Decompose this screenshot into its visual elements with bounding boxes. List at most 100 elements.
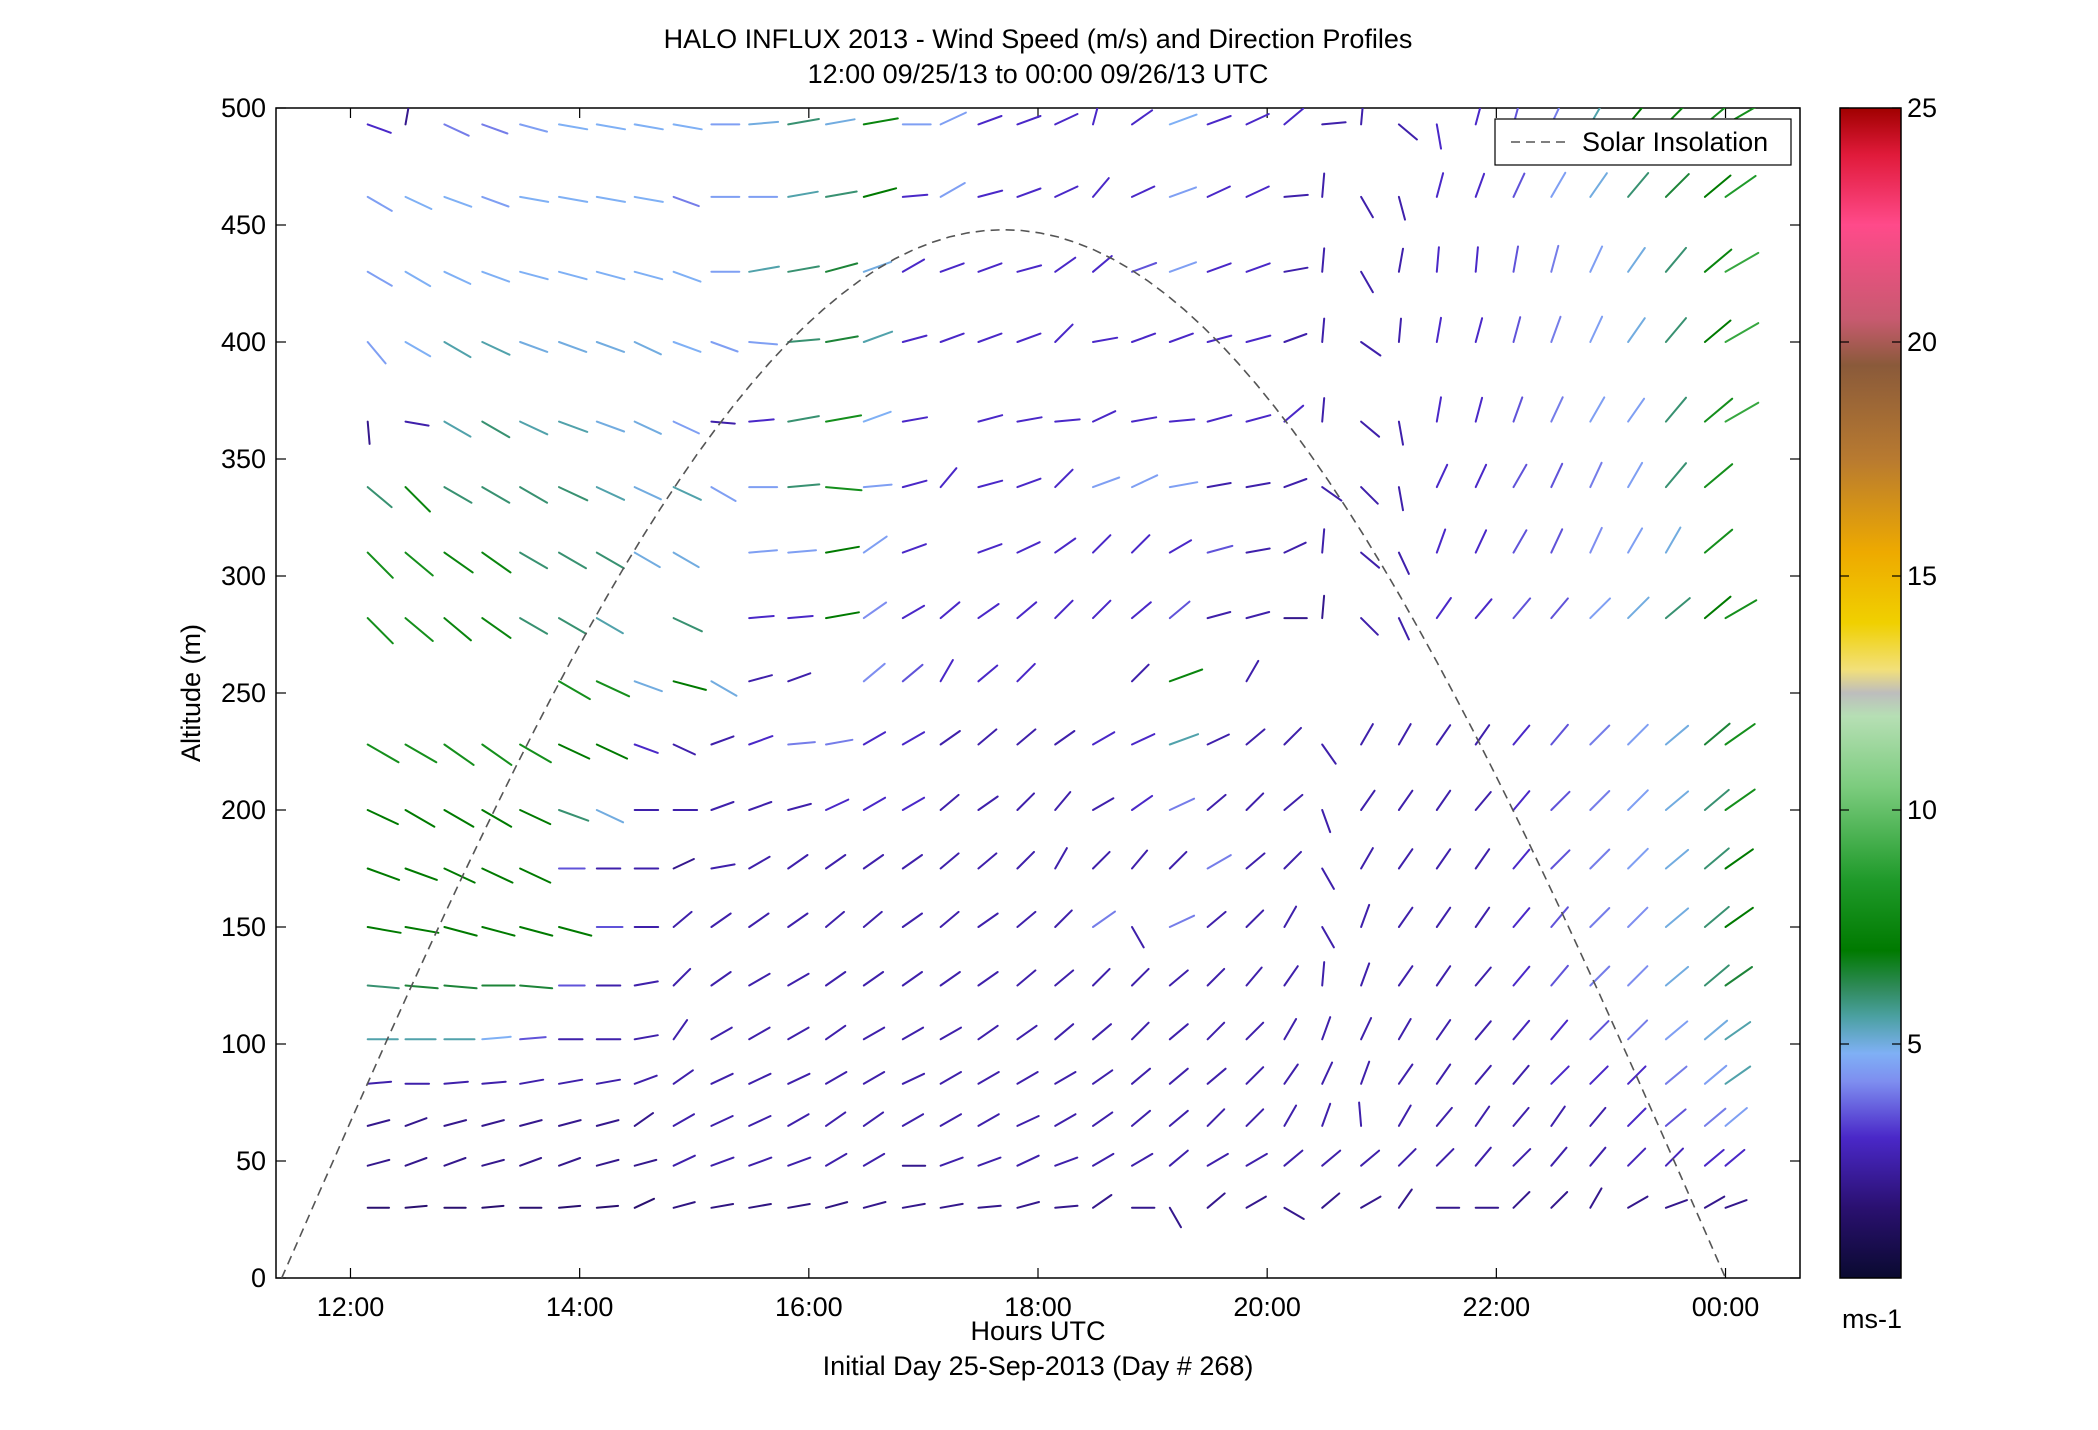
wind-barb	[862, 1152, 886, 1167]
wind-barb	[595, 1204, 620, 1209]
wind-barb	[1550, 597, 1569, 620]
wind-barb	[1664, 965, 1690, 987]
wind-barb	[1474, 1105, 1491, 1127]
wind-barb	[710, 680, 738, 697]
wind-barb	[825, 1071, 848, 1085]
wind-barb	[366, 270, 393, 287]
wind-barb	[1664, 1020, 1689, 1041]
wind-barb	[1321, 528, 1326, 554]
wind-barb	[1016, 477, 1042, 489]
legend-box	[1494, 118, 1792, 166]
wind-barb	[633, 680, 663, 693]
wind-barb	[595, 743, 629, 760]
wind-barb	[1397, 906, 1414, 928]
wind-barb	[1054, 730, 1076, 746]
wind-barb	[366, 486, 393, 509]
wind-barb	[1703, 722, 1731, 746]
wind-barb	[558, 680, 591, 701]
wind-barb	[1703, 847, 1730, 870]
wind-barb	[1724, 174, 1757, 198]
wind-barb	[1092, 177, 1110, 198]
wind-barb	[862, 662, 886, 683]
wind-barb	[633, 341, 662, 356]
wind-barb	[977, 728, 998, 746]
wind-barb	[1131, 332, 1157, 343]
wind-barb	[1512, 907, 1531, 928]
wind-barb	[595, 680, 631, 698]
wind-barb	[1168, 1149, 1189, 1167]
wind-barb	[901, 334, 928, 343]
wind-barb	[1664, 396, 1687, 423]
wind-barb	[748, 549, 778, 554]
wind-barb	[939, 1026, 962, 1041]
x-tick-label: 20:00	[1233, 1292, 1301, 1322]
wind-barb	[404, 743, 438, 764]
wind-barb	[558, 195, 589, 203]
wind-barb	[939, 1071, 962, 1085]
wind-barb	[1206, 1152, 1229, 1167]
wind-barb	[404, 486, 431, 513]
wind-barb	[1358, 1101, 1363, 1127]
wind-barb	[519, 926, 554, 937]
wind-barb	[1283, 726, 1302, 746]
wind-barb	[1627, 847, 1649, 870]
wind-barb	[1397, 723, 1412, 746]
wind-barb	[1321, 926, 1335, 949]
wind-barb	[1360, 789, 1376, 811]
wind-barb	[1054, 1023, 1075, 1041]
wind-barb	[1360, 486, 1379, 505]
wind-barb	[1474, 1146, 1492, 1167]
wind-barb	[1131, 262, 1158, 273]
wind-barb	[1724, 401, 1760, 423]
wind-barb	[366, 867, 401, 881]
wind-barb	[901, 479, 928, 489]
wind-barb	[1589, 907, 1611, 928]
wind-barb	[481, 1158, 505, 1167]
x-tick-label: 22:00	[1463, 1292, 1531, 1322]
wind-barb	[443, 743, 475, 766]
wind-barb	[1550, 723, 1569, 746]
wind-barb	[1724, 1199, 1748, 1209]
wind-barb	[633, 420, 662, 435]
wind-barb	[1245, 1195, 1267, 1209]
wind-barb	[1627, 247, 1646, 273]
wind-barb	[595, 551, 625, 570]
wind-barb	[404, 617, 434, 642]
wind-barb	[1016, 1201, 1040, 1209]
wind-barb	[787, 1072, 811, 1085]
wind-barb	[862, 1071, 886, 1085]
wind-barb	[1245, 1152, 1268, 1167]
wind-barb	[1092, 476, 1121, 489]
wind-barb	[443, 1119, 468, 1127]
wind-barb	[977, 189, 1004, 198]
wind-barb	[366, 617, 394, 645]
wind-barb	[1435, 246, 1440, 273]
wind-barb	[1283, 404, 1305, 423]
wind-barb	[710, 863, 736, 870]
wind-barb	[1664, 907, 1690, 928]
wind-barb	[825, 1201, 849, 1209]
wind-barb	[672, 551, 700, 569]
wind-barb	[710, 801, 735, 811]
wind-barb	[1703, 964, 1730, 987]
wind-barb	[710, 486, 737, 502]
wind-barb	[1435, 172, 1445, 198]
wind-barb	[1512, 245, 1519, 273]
wind-barb	[710, 1115, 734, 1127]
wind-barb	[1245, 792, 1265, 811]
wind-barb	[901, 258, 926, 273]
wind-barb	[1245, 262, 1271, 273]
wind-barb	[1397, 848, 1414, 870]
wind-barb	[1589, 848, 1611, 870]
wind-barb	[481, 270, 511, 283]
legend: Solar Insolation	[1494, 118, 1792, 166]
wind-barb	[787, 972, 810, 987]
wind-barb	[1512, 172, 1526, 198]
wind-barb	[443, 809, 475, 828]
wind-barb	[1627, 1147, 1647, 1167]
wind-barb	[443, 195, 473, 208]
wind-barb	[1397, 195, 1406, 221]
wind-barb	[366, 123, 392, 134]
wind-barb	[901, 1026, 925, 1041]
